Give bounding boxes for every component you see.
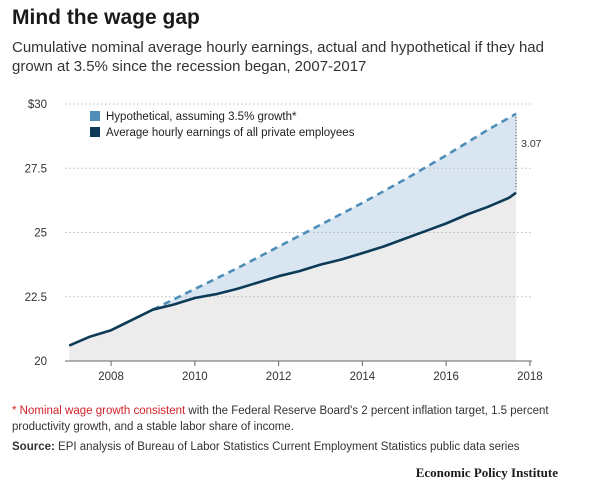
x-tick-label: 2010	[182, 371, 208, 383]
series-line-actual	[68, 191, 517, 347]
footnote-marker: *	[12, 405, 20, 417]
y-tick-label: $30	[28, 99, 47, 111]
x-tick-label: 2014	[350, 371, 376, 383]
chart-subtitle: Cumulative nominal average hourly earnin…	[12, 39, 544, 75]
y-tick-label: 27.5	[25, 163, 47, 175]
x-tick-label: 2018	[517, 371, 543, 383]
y-tick-label: 25	[34, 228, 47, 240]
line-chart: 20 22.5 25 27.5 $30 2008 2010 2012 2014 2016 2018 3…	[25, 99, 543, 383]
footnotes: * Nominal wage growth consistent with th…	[12, 403, 587, 455]
legend-label: Hypothetical, assuming 3.5% growth*	[106, 111, 297, 123]
footnote-text: with the Federal Reserve Board's 2 perce…	[12, 405, 549, 433]
legend-swatch	[90, 127, 100, 137]
x-tick-label: 2008	[98, 371, 124, 383]
wage-gap-area	[153, 113, 517, 310]
legend-label: Average hourly earnings of all private e…	[106, 127, 355, 139]
chart-title: Mind the wage gap	[12, 6, 200, 29]
footnote: * Nominal wage growth consistent with th…	[12, 403, 587, 435]
gap-annotation-label: 3.07	[521, 138, 542, 150]
y-tick-label: 22.5	[25, 292, 47, 304]
source-note: Source: EPI analysis of Bureau of Labor …	[12, 439, 587, 455]
area-under-actual	[69, 192, 517, 361]
source-text: EPI analysis of Bureau of Labor Statisti…	[54, 441, 520, 453]
y-tick-label: 20	[34, 356, 47, 368]
x-tick-label: 2012	[266, 371, 292, 383]
x-tick-label: 2016	[433, 371, 459, 383]
source-label: Source:	[12, 441, 55, 453]
brand-logo: Economic Policy Institute	[415, 465, 558, 480]
footnote-highlight[interactable]: Nominal wage growth consistent	[19, 405, 186, 417]
legend-swatch	[90, 111, 100, 121]
